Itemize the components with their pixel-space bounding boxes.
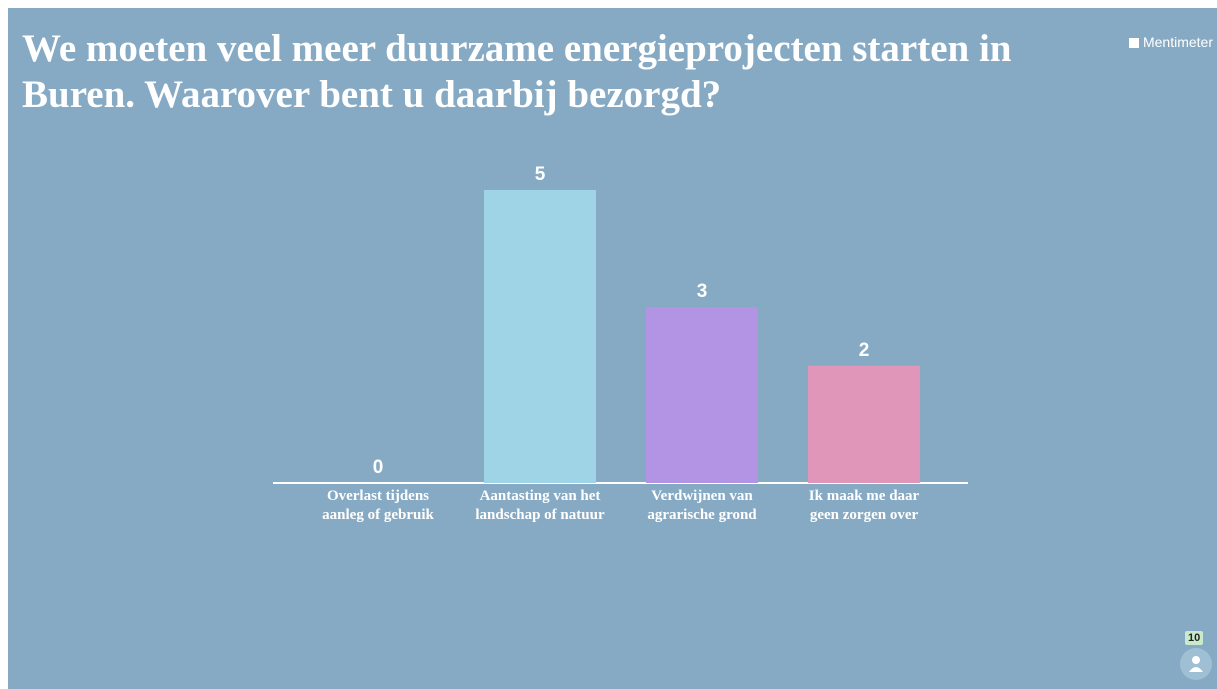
- category-label: Overlast tijdens aanleg of gebruik: [322, 488, 434, 523]
- category-label: Ik maak me daar geen zorgen over: [808, 488, 920, 523]
- category-label: Aantasting van het landschap of natuur: [475, 488, 605, 523]
- bar: [646, 307, 758, 483]
- participant-count: 10: [1185, 631, 1204, 645]
- value-label: 2: [859, 340, 870, 361]
- value-label: 0: [373, 457, 384, 478]
- value-label: 3: [697, 281, 708, 302]
- bar: [484, 190, 596, 483]
- value-label: 5: [535, 164, 546, 185]
- participant-icon[interactable]: [1180, 648, 1212, 680]
- bar: [808, 365, 920, 483]
- brand-logo[interactable]: Mentimeter: [1129, 34, 1213, 50]
- category-label: Verdwijnen van agrarische grond: [647, 488, 757, 523]
- slide: We moeten veel meer duurzame energieproj…: [8, 8, 1217, 689]
- chart-title: We moeten veel meer duurzame energieproj…: [22, 27, 1012, 116]
- user-icon: [1189, 656, 1203, 672]
- chart: 0 5 3 2: [273, 164, 968, 484]
